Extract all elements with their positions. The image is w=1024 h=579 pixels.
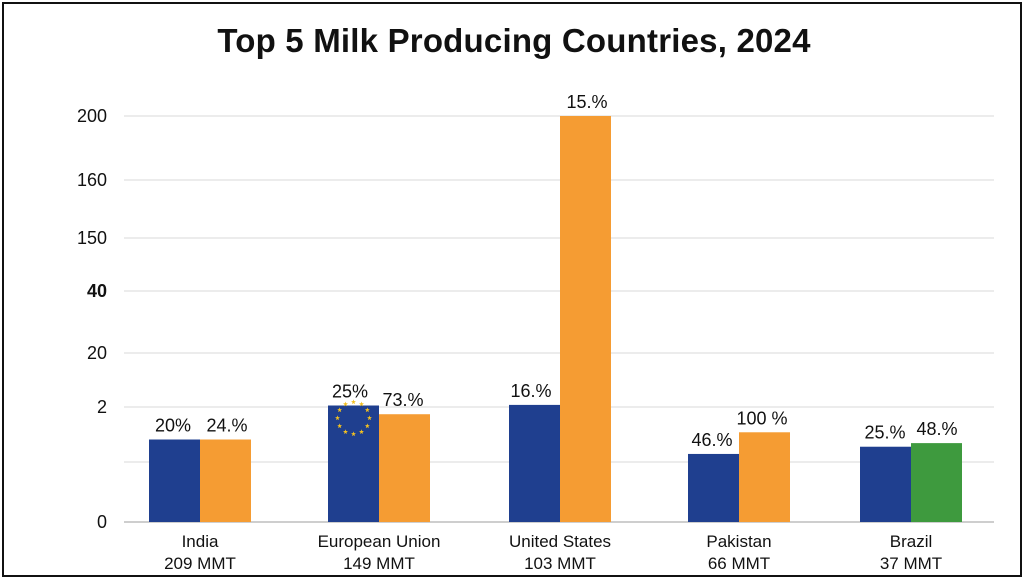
x-category-label: India — [182, 532, 219, 551]
data-label: 15.% — [566, 92, 607, 112]
chart-title: Top 5 Milk Producing Countries, 2024 — [217, 22, 811, 59]
data-label: 25% — [332, 382, 368, 402]
bar — [560, 116, 611, 522]
star-icon — [337, 407, 343, 413]
star-icon — [343, 429, 348, 434]
data-label: 20% — [155, 416, 191, 436]
data-label: 100 % — [736, 408, 787, 428]
y-tick-label: 160 — [77, 170, 107, 190]
bar — [739, 432, 790, 522]
bar — [149, 439, 200, 522]
star-icon — [337, 423, 343, 429]
data-label: 48.% — [916, 419, 957, 439]
data-label: 46.% — [691, 430, 732, 450]
bar — [379, 414, 430, 522]
y-tick-label: 40 — [87, 281, 107, 301]
data-label: 25.% — [864, 423, 905, 443]
bar — [328, 405, 379, 522]
star-icon — [351, 399, 356, 405]
y-tick-label: 2 — [97, 397, 107, 417]
y-tick-label: 150 — [77, 228, 107, 248]
bar — [860, 446, 911, 522]
eu-stars-icon — [335, 399, 372, 437]
star-icon — [335, 415, 340, 421]
star-icon — [367, 415, 372, 421]
y-tick-label: 20 — [87, 343, 107, 363]
y-tick-label: 0 — [97, 512, 107, 532]
star-icon — [359, 429, 364, 434]
bar — [688, 453, 739, 522]
data-label: 73.% — [382, 390, 423, 410]
x-category-sublabel: 66 MMT — [708, 554, 770, 573]
x-category-label: European Union — [318, 532, 441, 551]
bar — [911, 443, 962, 522]
x-category-sublabel: 209 MMT — [164, 554, 236, 573]
x-category-label: Pakistan — [706, 532, 771, 551]
data-label: 16.% — [510, 381, 551, 401]
star-icon — [359, 401, 364, 407]
star-icon — [351, 431, 356, 437]
x-category-sublabel: 103 MMT — [524, 554, 596, 573]
bar — [200, 439, 251, 522]
y-tick-label: 200 — [77, 106, 107, 126]
data-label: 24.% — [206, 416, 247, 436]
x-category-label: Brazil — [890, 532, 933, 551]
x-category-sublabel: 37 MMT — [880, 554, 942, 573]
x-category-sublabel: 149 MMT — [343, 554, 415, 573]
x-category-label: United States — [509, 532, 611, 551]
bar — [509, 404, 560, 522]
star-icon — [364, 423, 370, 429]
star-icon — [364, 407, 370, 413]
star-icon — [343, 401, 348, 407]
